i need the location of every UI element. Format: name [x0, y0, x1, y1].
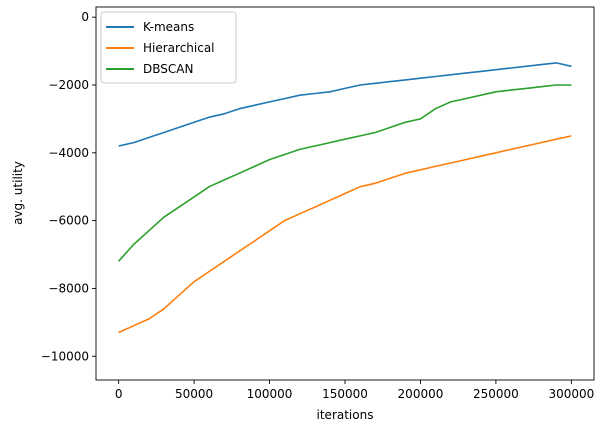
x-tick-label: 250000	[473, 387, 519, 401]
y-tick-label: 0	[81, 10, 89, 24]
series-line-hierarchical	[118, 135, 572, 334]
x-tick-label: 300000	[548, 387, 594, 401]
x-tick-label: 200000	[398, 387, 444, 401]
legend-label: DBSCAN	[143, 62, 193, 76]
y-tick-label: −2000	[48, 78, 89, 92]
y-axis: −10000 −8000 −6000 −4000 −2000 0	[41, 10, 96, 363]
x-tick-label: 50000	[175, 387, 213, 401]
x-tick-label: 150000	[322, 387, 368, 401]
x-axis: 0 50000 100000 150000 200000 250000 300000	[115, 380, 594, 401]
series-layer	[118, 62, 572, 334]
x-axis-label: iterations	[317, 408, 374, 422]
y-tick-label: −8000	[48, 281, 89, 295]
legend-label: Hierarchical	[143, 41, 215, 55]
y-tick-label: −6000	[48, 214, 89, 228]
series-line-dbscan	[118, 84, 572, 262]
legend-label: K-means	[143, 20, 194, 34]
y-axis-label: avg. utility	[11, 161, 25, 225]
x-tick-label: 100000	[247, 387, 293, 401]
x-tick-label: 0	[115, 387, 123, 401]
legend-box	[100, 11, 237, 84]
series-line-k-means	[118, 62, 572, 147]
y-tick-label: −4000	[48, 146, 89, 160]
legend: K-means Hierarchical DBSCAN	[100, 11, 237, 84]
y-tick-label: −10000	[41, 349, 89, 363]
